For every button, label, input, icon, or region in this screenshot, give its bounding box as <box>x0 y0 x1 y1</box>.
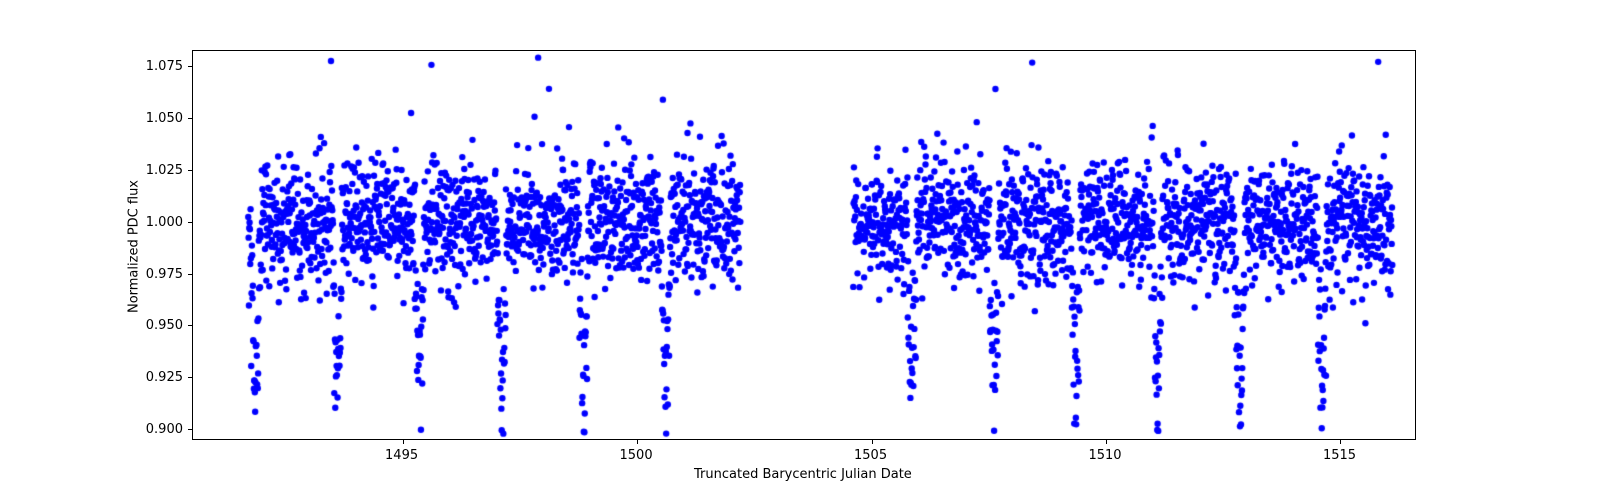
ytick <box>188 66 192 67</box>
ytick-label: 0.925 <box>146 370 183 385</box>
spine-top <box>192 50 1416 51</box>
xtick <box>1106 440 1107 444</box>
ytick <box>188 429 192 430</box>
spine-left <box>192 50 193 440</box>
ytick <box>188 325 192 326</box>
ytick <box>188 222 192 223</box>
figure: 1495 1500 1505 1510 1515 0.900 0.925 0.950 0.975… <box>0 0 1600 500</box>
y-axis-label: Normalized PDC flux <box>127 166 142 326</box>
ytick-label: 1.025 <box>146 163 183 178</box>
ytick-label: 1.000 <box>146 215 183 230</box>
ytick-label: 0.975 <box>146 267 183 282</box>
ytick <box>188 118 192 119</box>
ytick-label: 1.050 <box>146 111 183 126</box>
spine-bottom <box>192 439 1416 440</box>
ytick <box>188 274 192 275</box>
xtick-label: 1515 <box>1323 448 1356 463</box>
xtick <box>872 440 873 444</box>
spine-right <box>1415 50 1416 440</box>
ytick-label: 1.075 <box>146 59 183 74</box>
ytick <box>188 170 192 171</box>
x-axis-label: Truncated Barycentric Julian Date <box>694 467 912 482</box>
ytick-label: 0.900 <box>146 422 183 437</box>
light-curve-scatter <box>192 50 1416 440</box>
plot-area <box>192 50 1416 440</box>
ytick <box>188 377 192 378</box>
xtick <box>637 440 638 444</box>
ytick-label: 0.950 <box>146 318 183 333</box>
xtick-label: 1500 <box>620 448 653 463</box>
xtick-label: 1505 <box>854 448 887 463</box>
xtick-label: 1495 <box>385 448 418 463</box>
xtick <box>1340 440 1341 444</box>
xtick <box>403 440 404 444</box>
xtick-label: 1510 <box>1088 448 1121 463</box>
